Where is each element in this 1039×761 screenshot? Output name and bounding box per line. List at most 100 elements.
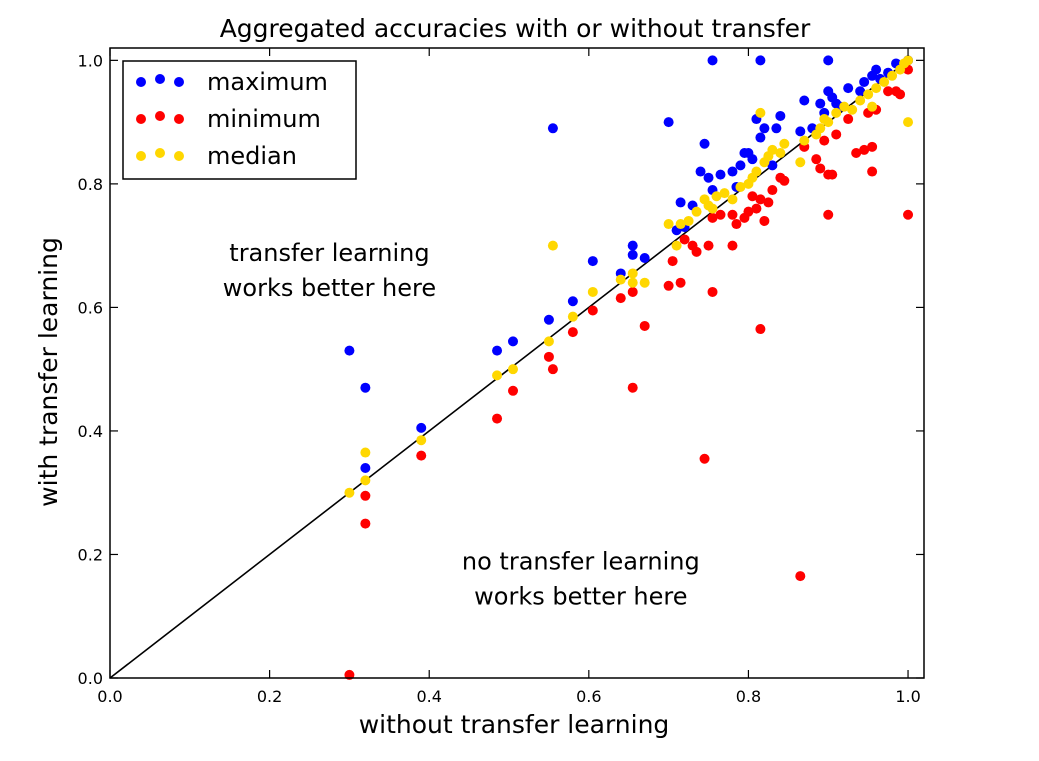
median-point-17 [683, 215, 694, 226]
median-point-40 [823, 117, 834, 128]
y-tick-label: 0.6 [78, 298, 103, 317]
legend-marker-median [174, 151, 184, 161]
x-tick-label: 0.8 [736, 687, 761, 706]
maximum-point-22 [707, 55, 718, 66]
legend-label-minimum: minimum [207, 105, 321, 133]
median-point-49 [887, 70, 898, 81]
median-point-28 [751, 166, 762, 177]
median-point-3 [416, 435, 427, 446]
minimum-point-12 [627, 286, 638, 297]
minimum-point-32 [755, 324, 766, 335]
minimum-point-5 [508, 385, 519, 396]
maximum-point-14 [663, 117, 674, 128]
minimum-point-57 [895, 89, 906, 100]
series-median [344, 55, 914, 498]
minimum-point-3 [416, 450, 427, 461]
median-point-53 [903, 55, 914, 66]
maximum-point-30 [747, 154, 758, 165]
minimum-point-27 [731, 219, 742, 230]
minimum-point-17 [679, 234, 690, 245]
legend-marker-median [155, 148, 165, 158]
minimum-point-50 [859, 144, 870, 155]
legend-marker-minimum [136, 114, 146, 124]
median-point-42 [839, 101, 850, 112]
maximum-point-43 [823, 55, 834, 66]
reference-line-layer [109, 65, 901, 679]
maximum-point-4 [492, 345, 503, 356]
minimum-point-25 [727, 209, 738, 220]
legend-entry-minimum: minimum [136, 105, 321, 133]
maximum-point-19 [695, 166, 706, 177]
median-point-25 [735, 181, 746, 192]
median-point-7 [547, 240, 558, 251]
maximum-point-41 [815, 98, 826, 109]
minimum-point-1 [360, 490, 371, 501]
median-point-21 [707, 203, 718, 214]
minimum-point-48 [843, 114, 854, 125]
x-axis-label: without transfer learning [359, 710, 670, 739]
maximum-point-1 [360, 463, 371, 473]
median-point-10 [615, 274, 626, 285]
series-minimum [344, 64, 914, 680]
maximum-point-12 [627, 249, 638, 260]
minimum-point-13 [639, 320, 650, 331]
maximum-point-0 [344, 345, 355, 356]
legend-marker-maximum [174, 77, 184, 87]
median-point-47 [871, 83, 882, 94]
maximum-point-13 [639, 253, 650, 263]
minimum-point-43 [819, 135, 830, 146]
legend-marker-median [136, 151, 146, 161]
median-point-34 [779, 138, 790, 149]
data-points-layer [344, 55, 914, 680]
minimum-point-7 [547, 364, 558, 375]
median-point-23 [719, 188, 730, 199]
minimum-point-26 [727, 240, 738, 251]
diagonal-reference-line [109, 65, 901, 679]
median-point-38 [815, 123, 826, 134]
annotation-1-line-1: works better here [474, 583, 687, 611]
y-tick-label: 0.8 [78, 175, 103, 194]
minimum-point-53 [867, 141, 878, 152]
maximum-point-21 [703, 172, 714, 183]
median-point-18 [691, 206, 702, 217]
median-point-29 [755, 107, 766, 118]
maximum-point-39 [799, 95, 810, 106]
minimum-point-19 [691, 246, 702, 257]
annotations-layer: transfer learning works better here no tra… [223, 239, 700, 611]
minimum-point-2 [360, 518, 371, 529]
annotation-0-line-1: works better here [223, 274, 436, 302]
maximum-point-8 [567, 296, 578, 307]
minimum-point-35 [763, 197, 774, 208]
maximum-point-52 [871, 64, 882, 75]
median-point-15 [671, 240, 682, 251]
legend-marker-maximum [136, 77, 146, 87]
plot-frame [109, 47, 925, 679]
legend-marker-maximum [155, 74, 165, 84]
median-point-44 [855, 95, 866, 106]
minimum-point-52 [867, 166, 878, 177]
minimum-point-21 [703, 240, 714, 251]
minimum-point-31 [751, 203, 762, 214]
maximum-point-48 [843, 83, 854, 94]
minimum-point-11 [627, 382, 638, 393]
maximum-point-7 [547, 123, 558, 134]
median-point-5 [508, 364, 519, 375]
median-point-13 [639, 277, 650, 288]
minimum-point-29 [743, 206, 754, 217]
median-point-12 [627, 277, 638, 288]
chart-title: Aggregated accuracies with or without tr… [220, 14, 811, 43]
median-point-46 [867, 101, 878, 112]
maximum-point-24 [715, 169, 726, 180]
annotation-0-line-0: transfer learning [229, 239, 429, 267]
minimum-point-34 [759, 215, 770, 226]
minimum-point-55 [883, 86, 894, 97]
minimum-point-36 [767, 185, 778, 196]
maximum-point-50 [859, 76, 870, 87]
minimum-point-33 [755, 194, 766, 205]
median-point-1 [360, 475, 371, 486]
maximum-point-27 [735, 160, 746, 171]
y-tick-label: 0.2 [78, 545, 103, 564]
median-point-4 [492, 370, 503, 381]
maximum-point-11 [627, 240, 638, 251]
